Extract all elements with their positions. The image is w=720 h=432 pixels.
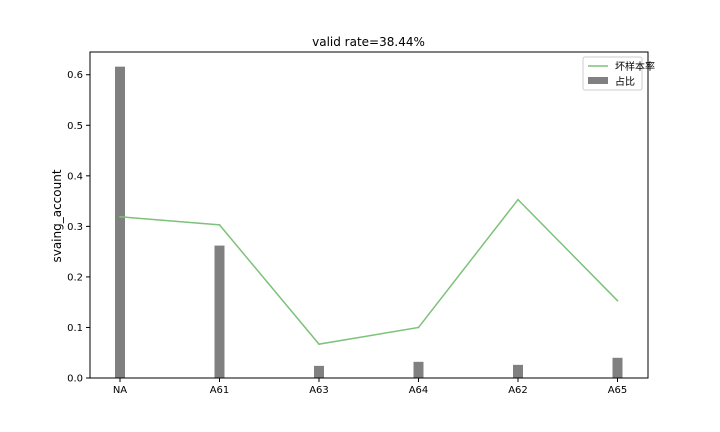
legend-bar-label: 占比 [615,75,635,88]
legend-bar-swatch [588,77,608,84]
bar-A63 [314,365,324,378]
bars-layer [115,66,623,379]
axes-layer [89,51,649,379]
line-point-A61 [218,224,221,226]
bar-A64 [413,361,424,378]
x-tick-label: A63 [309,385,329,396]
x-tick-label: NA [113,385,127,396]
y-tick-label: 0.1 [67,323,83,334]
bar-A65 [612,357,623,378]
y-axis-title: svaing_account [50,169,64,262]
line-point-A64 [417,326,420,329]
y-tick-label: 0.3 [67,222,83,233]
bar-NA [115,66,125,379]
x-tick-label: A65 [608,385,628,396]
y-ticks: 0.0 0.1 0.2 0.3 0.4 0.5 0.6 [67,70,90,385]
line-point-A62 [517,198,519,201]
x-tick-label: A62 [508,385,528,396]
x-ticks: NA A61 A63 A64 A62 A65 [113,378,627,396]
line-point-NA [119,215,121,218]
line-layer [119,198,619,345]
legend-line-label: 坏样本率 [615,60,655,73]
line-point-A63 [318,343,320,345]
legend: 坏样本率 占比 [582,56,655,91]
y-tick-label: 0.6 [67,70,83,81]
plot-frame [89,51,649,379]
chart-title: valid rate=38.44% [312,35,425,49]
bar-A61 [214,245,225,378]
line-point-A65 [616,299,619,302]
x-tick-label: A61 [210,385,230,396]
y-tick-label: 0.0 [67,374,83,385]
series-line [119,198,619,345]
y-tick-label: 0.4 [67,171,83,182]
x-tick-label: A64 [409,385,429,396]
y-tick-label: 0.5 [67,121,83,132]
y-tick-label: 0.2 [67,272,83,283]
bar-A62 [513,364,523,378]
